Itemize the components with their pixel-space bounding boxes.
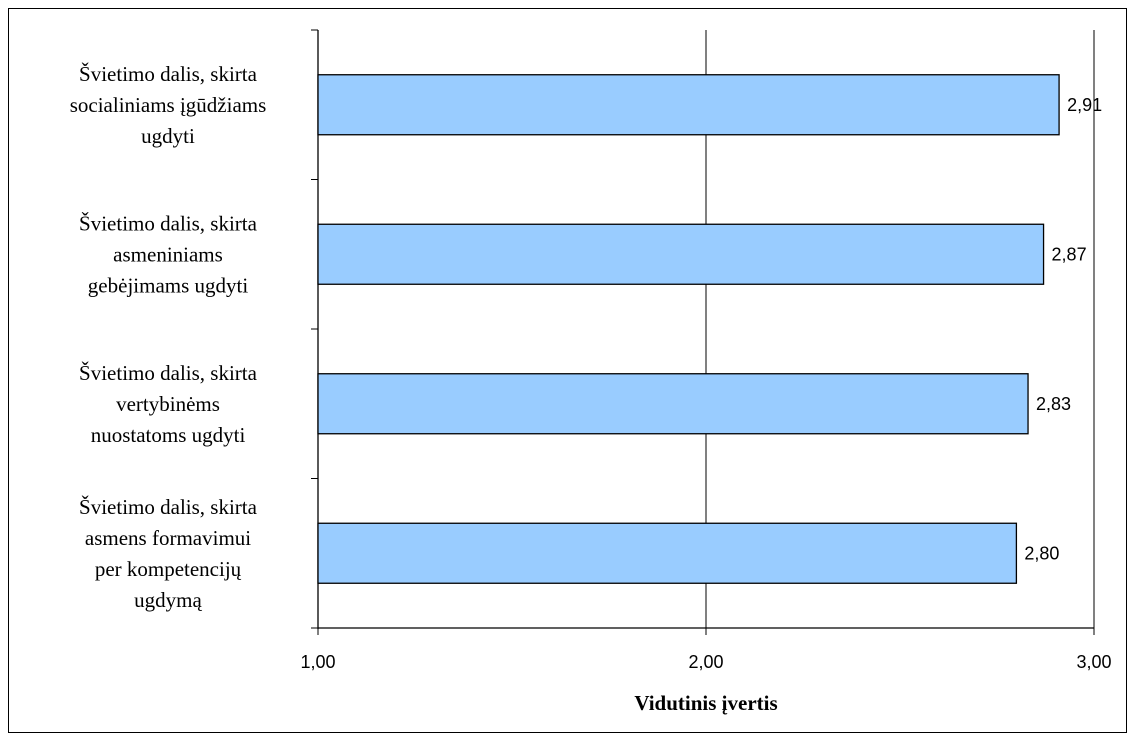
category-label-line: Švietimo dalis, skirta — [79, 211, 258, 235]
bar — [317, 74, 1060, 136]
x-tick-label: 2,00 — [688, 652, 723, 672]
category-label-line: ugdyti — [141, 124, 195, 148]
category-label-line: Švietimo dalis, skirta — [79, 495, 258, 519]
category-label: Švietimo dalis, skirta asmeniniams gebėjim… — [79, 211, 258, 297]
data-label: 2,83 — [1036, 394, 1071, 414]
x-tick-label: 1,00 — [300, 652, 335, 672]
category-label-line: nuostatoms ugdyti — [91, 423, 246, 447]
category-label-line: Švietimo dalis, skirta — [79, 361, 258, 385]
category-label-line: socialiniams įgūdžiams — [70, 93, 267, 117]
category-label-line: asmeniniams — [113, 242, 223, 266]
bar — [317, 373, 1029, 435]
category-label: Švietimo dalis, skirta asmens formavimui p… — [79, 495, 258, 612]
category-label-line: asmens formavimui — [85, 526, 251, 550]
category-label-line: vertybinėms — [116, 392, 220, 416]
data-label: 2,91 — [1067, 95, 1102, 115]
bar — [317, 223, 1045, 285]
bar — [317, 522, 1018, 584]
x-axis-title: Vidutinis įvertis — [634, 691, 777, 715]
category-label-line: gebėjimams ugdyti — [88, 273, 249, 297]
data-label: 2,87 — [1052, 244, 1087, 264]
category-label-line: ugdymą — [134, 588, 202, 612]
category-label: Švietimo dalis, skirta socialiniams įgūdž… — [70, 62, 267, 148]
category-label-line: Švietimo dalis, skirta — [79, 62, 258, 86]
data-label: 2,80 — [1024, 543, 1059, 563]
category-label-line: per kompetencijų — [95, 557, 242, 581]
x-tick-label: 3,00 — [1076, 652, 1111, 672]
category-label: Švietimo dalis, skirta vertybinėms nuostat… — [79, 361, 258, 447]
